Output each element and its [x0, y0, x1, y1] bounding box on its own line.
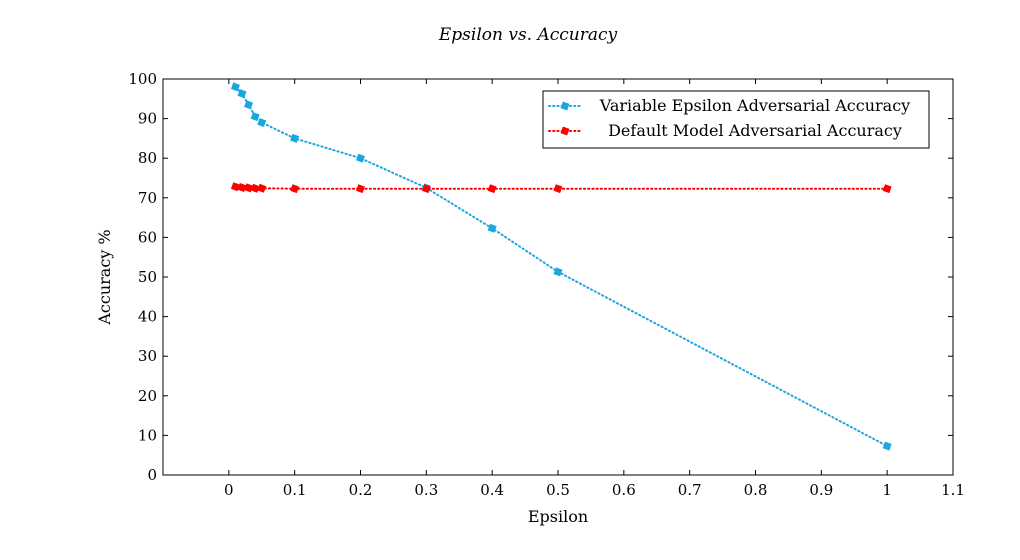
y-tick-label: 60 — [138, 228, 157, 246]
x-tick-label: 0.9 — [809, 481, 833, 499]
y-tick-label: 20 — [138, 387, 157, 405]
y-tick-label: 100 — [128, 70, 157, 88]
series-2-point — [356, 184, 365, 194]
legend-marker-2 — [560, 126, 570, 136]
series-1-point — [290, 133, 300, 143]
y-tick-label: 90 — [138, 110, 157, 128]
legend-box — [542, 90, 930, 149]
series-2-point — [882, 184, 892, 194]
x-tick-label: 0.2 — [349, 481, 373, 499]
series-1-point — [257, 118, 267, 128]
series-1-point — [487, 223, 497, 233]
x-tick-label: 1 — [882, 481, 892, 499]
y-axis-label: Accuracy % — [95, 229, 114, 325]
x-tick-label: 0.4 — [480, 481, 504, 499]
series-1-point — [250, 112, 260, 122]
x-tick-label: 0.5 — [546, 481, 570, 499]
series-2-point — [487, 184, 497, 194]
x-tick-label: 0 — [224, 481, 234, 499]
x-axis-label: Epsilon — [528, 507, 588, 526]
series-2-point — [290, 184, 300, 194]
x-tick-label: 0.8 — [744, 481, 768, 499]
x-tick-label: 1.1 — [941, 481, 965, 499]
y-tick-label: 50 — [138, 268, 157, 286]
series-1-point — [244, 100, 254, 110]
series-2-point — [257, 183, 267, 193]
legend-marker-1 — [560, 101, 570, 111]
y-tick-label: 10 — [138, 426, 157, 444]
series-1-point — [553, 267, 563, 277]
y-tick-label: 40 — [138, 308, 157, 326]
series-1-point — [356, 153, 365, 163]
series-2-point — [421, 184, 431, 194]
y-tick-label: 70 — [138, 189, 157, 207]
series-2-point — [250, 183, 260, 193]
series-2-point — [553, 184, 563, 194]
legend-label-1: Variable Epsilon Adversarial Accuracy — [599, 96, 910, 115]
series-1-point — [237, 89, 247, 99]
series-2-point — [230, 182, 240, 192]
y-tick-label: 80 — [138, 149, 157, 167]
y-tick-label: 30 — [138, 347, 157, 365]
legend: Variable Epsilon Adversarial Accuracy Def… — [542, 90, 930, 149]
y-tick-label: 0 — [147, 466, 157, 484]
x-tick-label: 0.6 — [612, 481, 636, 499]
series-1-point — [882, 441, 892, 451]
x-tick-label: 0.3 — [414, 481, 438, 499]
chart-title: Epsilon vs. Accuracy — [438, 25, 618, 45]
legend-label-2: Default Model Adversarial Accuracy — [608, 121, 902, 140]
plot-area: 0 0.1 0.2 0.3 0.4 0.5 0.6 0.7 0.8 0.9 1 1.1 0 10 20 30 4… — [128, 70, 965, 499]
series-1-point — [230, 82, 240, 92]
x-tick-label: 0.7 — [678, 481, 702, 499]
x-tick-label: 0.1 — [283, 481, 307, 499]
